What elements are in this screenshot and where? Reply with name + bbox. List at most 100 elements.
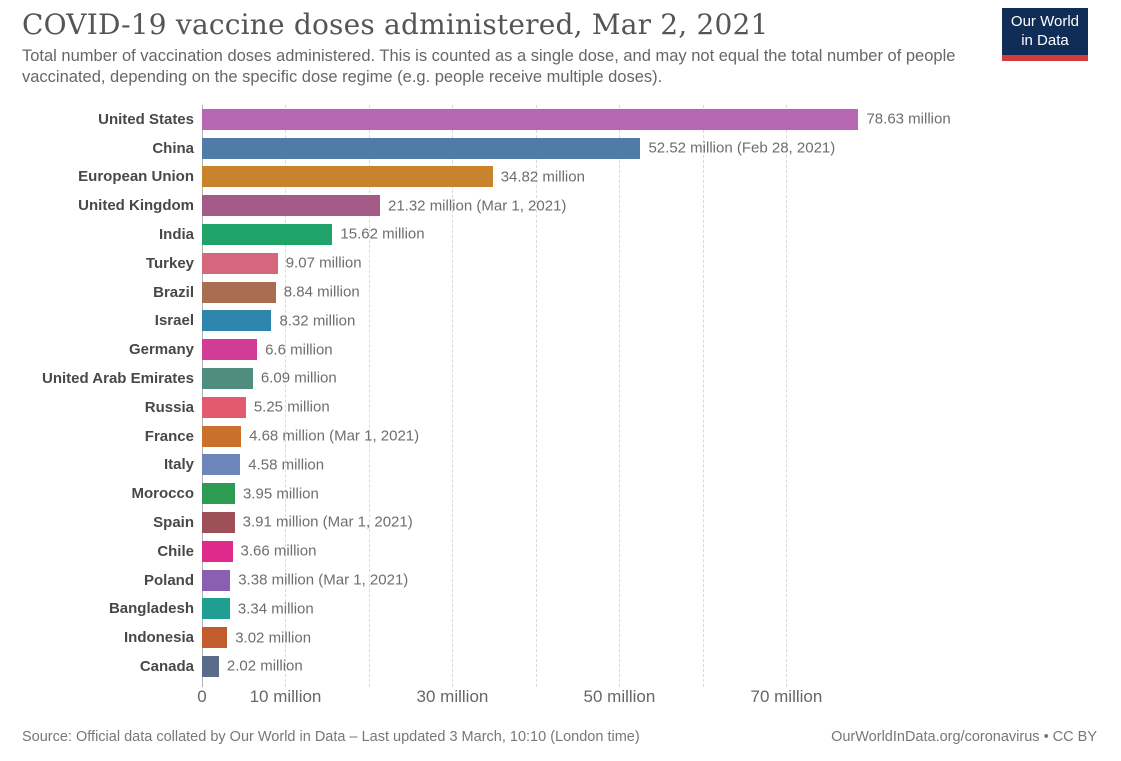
bar-row-israel: Israel 8.32 million [22, 306, 1097, 335]
bar-track: 3.66 million [202, 540, 1097, 562]
header: COVID-19 vaccine doses administered, Mar… [22, 8, 1097, 89]
x-tick-30-million: 30 million [416, 686, 489, 706]
value-label: 6.6 million [265, 341, 333, 359]
bar-israel[interactable] [202, 310, 272, 332]
bar-track: 6.09 million [202, 367, 1097, 389]
value-label: 5.25 million [253, 398, 330, 416]
bar-track: 6.6 million [202, 339, 1097, 361]
country-label: Italy [163, 456, 194, 474]
bar-canada[interactable] [202, 655, 219, 677]
country-label: Spain [153, 513, 194, 531]
bar-row-european-union: European Union 34.82 million [22, 162, 1097, 191]
country-label: India [158, 225, 194, 243]
value-label: 4.58 million [248, 456, 325, 474]
gridline-50m [619, 104, 621, 687]
bar-united-kingdom[interactable] [202, 195, 380, 217]
bar-track: 3.02 million [202, 627, 1097, 649]
owid-logo-line2: in Data [1021, 31, 1069, 49]
country-label: Indonesia [123, 629, 194, 647]
value-label: 3.38 million (Mar 1, 2021) [238, 571, 409, 589]
bar-china[interactable] [202, 137, 641, 159]
bar-india[interactable] [202, 223, 333, 245]
bar-united-states[interactable] [202, 108, 859, 130]
bar-united-arab-emirates[interactable] [202, 367, 253, 389]
bar-morocco[interactable] [202, 483, 235, 505]
gridline-10m [285, 104, 287, 687]
bar-indonesia[interactable] [202, 627, 228, 649]
x-tick-10-million: 10 million [249, 686, 322, 706]
value-label: 3.91 million (Mar 1, 2021) [242, 513, 413, 531]
value-label: 34.82 million [500, 168, 585, 186]
country-label: Bangladesh [108, 600, 194, 618]
bar-row-bangladesh: Bangladesh 3.34 million [22, 594, 1097, 623]
value-label: 8.32 million [279, 312, 356, 330]
value-label: 2.02 million [226, 657, 303, 675]
country-label: United Arab Emirates [42, 369, 194, 387]
bar-italy[interactable] [202, 454, 241, 476]
bar-track: 3.34 million [202, 598, 1097, 620]
bar-track: 9.07 million [202, 252, 1097, 274]
bar-row-germany: Germany 6.6 million [22, 335, 1097, 364]
bar-germany[interactable] [202, 339, 258, 361]
gridline-20m [368, 104, 370, 687]
bar-track: 4.58 million [202, 454, 1097, 476]
owid-logo[interactable]: Our World in Data [1001, 8, 1088, 61]
bar-brazil[interactable] [202, 281, 276, 303]
bar-chart: United States 78.63 million China 52.52 mil… [22, 104, 1097, 709]
country-label: Chile [157, 542, 194, 560]
country-label: Poland [143, 571, 194, 589]
bar-row-india: India 15.62 million [22, 220, 1097, 249]
value-label: 3.95 million [242, 485, 319, 503]
bar-bangladesh[interactable] [202, 598, 230, 620]
bar-row-united-kingdom: United Kingdom 21.32 million (Mar 1, 2021… [22, 191, 1097, 220]
bar-european-union[interactable] [202, 166, 493, 188]
bar-row-france: France 4.68 million (Mar 1, 2021) [22, 422, 1097, 451]
country-label: Turkey [145, 254, 194, 272]
bar-track: 2.02 million [202, 655, 1097, 677]
bar-rows: United States 78.63 million China 52.52 mil… [22, 105, 1097, 681]
bar-track: 3.91 million (Mar 1, 2021) [202, 511, 1097, 533]
country-label: Russia [144, 398, 194, 416]
source-note: Source: Official data collated by Our Wo… [22, 728, 640, 745]
x-axis: 0 10 million 30 million 50 million 70 millio… [197, 681, 1097, 709]
bar-row-united-states: United States 78.63 million [22, 105, 1097, 134]
bar-row-brazil: Brazil 8.84 million [22, 278, 1097, 307]
value-label: 4.68 million (Mar 1, 2021) [249, 427, 420, 445]
bar-row-indonesia: Indonesia 3.02 million [22, 623, 1097, 652]
bar-russia[interactable] [202, 396, 246, 418]
bar-track: 4.68 million (Mar 1, 2021) [202, 425, 1097, 447]
x-tick-0: 0 [197, 686, 207, 706]
country-label: United Kingdom [78, 197, 194, 215]
bar-row-united-arab-emirates: United Arab Emirates 6.09 million [22, 364, 1097, 393]
bar-spain[interactable] [202, 511, 235, 533]
bar-row-canada: Canada 2.02 million [22, 652, 1097, 681]
value-label: 21.32 million (Mar 1, 2021) [387, 197, 567, 215]
country-label: Brazil [153, 283, 194, 301]
grid-layer [202, 104, 1097, 687]
bar-track: 8.84 million [202, 281, 1097, 303]
country-label: Israel [154, 312, 194, 330]
bar-row-italy: Italy 4.58 million [22, 450, 1097, 479]
bar-row-chile: Chile 3.66 million [22, 537, 1097, 566]
bar-row-turkey: Turkey 9.07 million [22, 249, 1097, 278]
x-tick-50-million: 50 million [583, 686, 656, 706]
bar-poland[interactable] [202, 569, 231, 591]
value-label: 3.66 million [240, 542, 317, 560]
country-label: Germany [128, 341, 194, 359]
bar-turkey[interactable] [202, 252, 278, 274]
bar-track: 52.52 million (Feb 28, 2021) [202, 137, 1097, 159]
country-label: Morocco [131, 485, 194, 503]
value-label: 52.52 million (Feb 28, 2021) [648, 139, 836, 157]
bar-france[interactable] [202, 425, 242, 447]
owid-link[interactable]: OurWorldInData.org/coronavirus • CC BY [831, 728, 1097, 745]
bar-track: 3.38 million (Mar 1, 2021) [202, 569, 1097, 591]
bar-chile[interactable] [202, 540, 233, 562]
bar-track: 3.95 million [202, 483, 1097, 505]
value-label: 8.84 million [283, 283, 360, 301]
value-label: 6.09 million [260, 369, 337, 387]
bar-row-poland: Poland 3.38 million (Mar 1, 2021) [22, 566, 1097, 595]
bar-track: 8.32 million [202, 310, 1097, 332]
bar-track: 5.25 million [202, 396, 1097, 418]
owid-logo-line1: Our World [1010, 13, 1079, 30]
